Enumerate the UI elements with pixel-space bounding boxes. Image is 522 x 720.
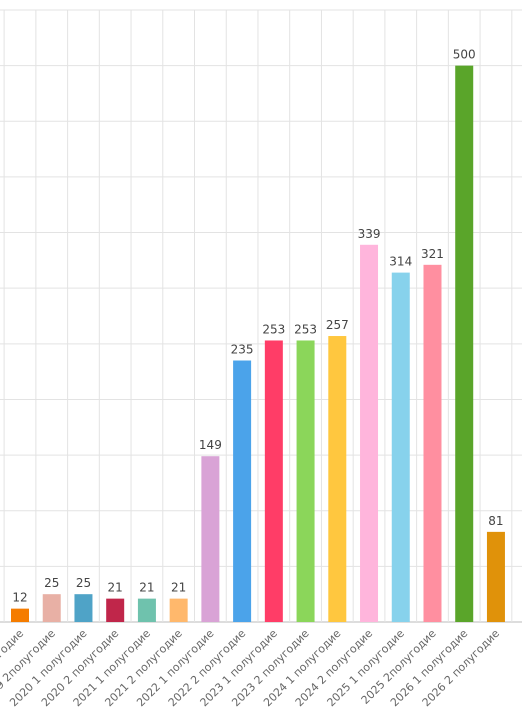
value-label: 25 bbox=[76, 576, 91, 590]
bar bbox=[106, 598, 125, 622]
bar bbox=[169, 598, 188, 622]
bar bbox=[42, 594, 61, 622]
value-label: 21 bbox=[139, 581, 154, 595]
value-label: 253 bbox=[294, 322, 317, 336]
bar bbox=[74, 594, 93, 622]
value-label: 500 bbox=[453, 48, 476, 62]
value-label: 12 bbox=[12, 591, 27, 605]
value-label: 25 bbox=[44, 576, 59, 590]
bar bbox=[423, 264, 442, 622]
value-label: 81 bbox=[488, 514, 503, 528]
value-label: 253 bbox=[262, 322, 285, 336]
bar bbox=[486, 531, 505, 622]
value-label: 314 bbox=[389, 255, 412, 269]
bar bbox=[360, 244, 379, 622]
bar bbox=[201, 456, 220, 622]
value-label: 321 bbox=[421, 247, 444, 261]
value-label: 257 bbox=[326, 318, 349, 332]
bar bbox=[391, 272, 410, 622]
value-label: 339 bbox=[358, 227, 381, 241]
bar bbox=[11, 608, 29, 622]
value-label: 149 bbox=[199, 438, 222, 452]
bar bbox=[137, 598, 156, 622]
value-label: 21 bbox=[108, 581, 123, 595]
bar bbox=[296, 340, 315, 622]
value-label: 21 bbox=[171, 581, 186, 595]
bar bbox=[455, 65, 474, 623]
bar bbox=[328, 336, 347, 622]
bar bbox=[264, 340, 283, 622]
bar bbox=[233, 360, 252, 622]
value-label: 235 bbox=[231, 343, 254, 357]
